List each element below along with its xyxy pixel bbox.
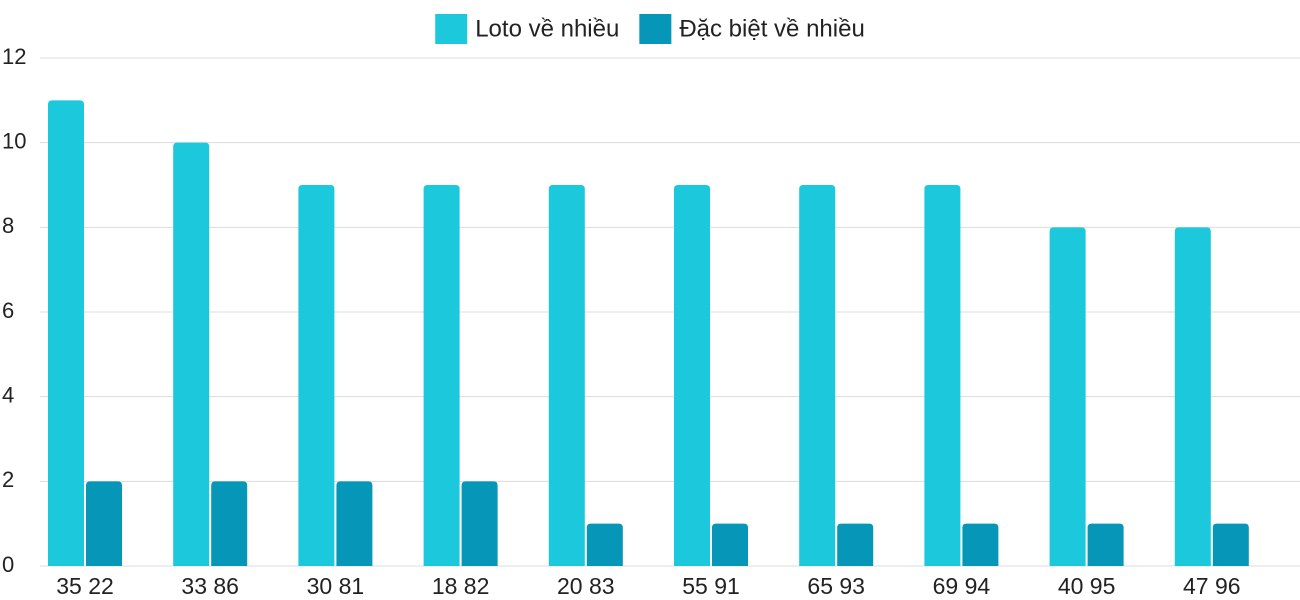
x-tick-label: 55 91 <box>682 573 740 599</box>
legend-swatch <box>639 14 672 44</box>
bar <box>674 185 710 566</box>
bar <box>712 523 748 566</box>
x-tick-label: 18 82 <box>432 573 490 599</box>
y-tick-label: 0 <box>2 552 14 577</box>
y-tick-label: 10 <box>2 128 26 153</box>
y-tick-label: 4 <box>2 382 14 407</box>
bar <box>1212 523 1249 566</box>
x-tick-label: 33 86 <box>181 573 239 599</box>
bar <box>48 100 84 566</box>
bar <box>336 481 373 566</box>
bar <box>1174 227 1211 567</box>
bar <box>423 185 460 566</box>
y-tick-label: 12 <box>2 44 26 69</box>
legend-label: Đặc biệt về nhiều <box>679 15 864 42</box>
bar <box>86 481 122 566</box>
bar <box>962 523 999 566</box>
bar <box>586 523 623 566</box>
bar <box>837 523 874 566</box>
bar <box>1087 523 1124 566</box>
bar <box>173 142 210 566</box>
x-tick-label: 69 94 <box>933 573 991 599</box>
legend: Loto về nhiều Đặc biệt về nhiều <box>435 14 865 44</box>
x-tick-label: 40 95 <box>1058 573 1116 599</box>
y-tick-label: 6 <box>2 298 14 323</box>
x-tick-label: 47 96 <box>1183 573 1241 599</box>
y-tick-label: 2 <box>2 467 14 492</box>
bar <box>924 185 961 566</box>
bar <box>211 481 248 566</box>
x-tick-label: 30 81 <box>307 573 365 599</box>
legend-label: Loto về nhiều <box>475 15 619 42</box>
bar <box>548 185 585 566</box>
y-tick-label: 8 <box>2 213 14 238</box>
bar <box>461 481 498 566</box>
bar <box>1049 227 1086 567</box>
legend-swatch <box>435 14 468 44</box>
x-tick-label: 20 83 <box>557 573 615 599</box>
bar <box>799 185 836 566</box>
x-tick-label: 35 22 <box>56 573 114 599</box>
bar <box>298 185 335 566</box>
x-tick-label: 65 93 <box>807 573 865 599</box>
